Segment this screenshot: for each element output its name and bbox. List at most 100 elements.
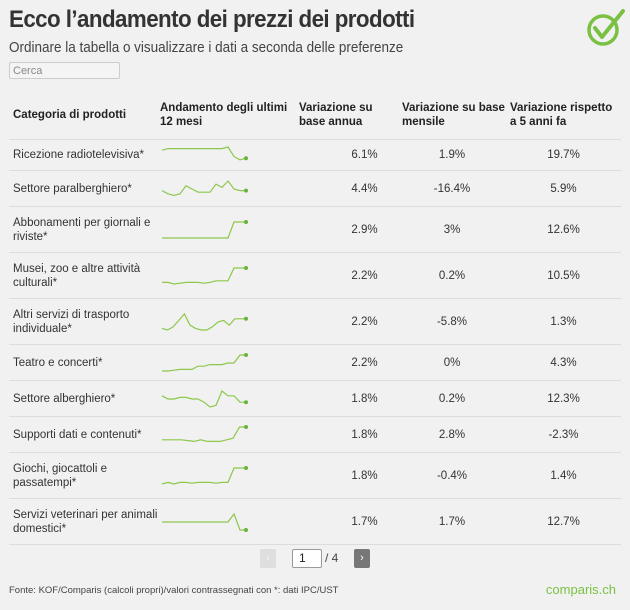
monthly-change: 3% xyxy=(443,223,461,236)
five-year-change: 4.3% xyxy=(550,356,577,369)
category-name: Supporti dati e contenuti* xyxy=(13,428,142,441)
trend-sparkline-cell xyxy=(160,218,295,242)
pagination: ‹ 1 / 4 › xyxy=(0,549,630,569)
category-name: Ricezione radiotelevisiva* xyxy=(13,149,145,161)
page-title: Ecco l’andamento dei prezzi dei prodotti xyxy=(9,6,415,33)
table-row: Servizi veterinari per animali domestici… xyxy=(9,499,621,545)
chevron-right-icon[interactable]: › xyxy=(354,549,370,568)
monthly-change: 2.8% xyxy=(438,428,466,441)
table-header: Categoria di prodotti Andamento degli ul… xyxy=(9,90,621,140)
annual-change: 1.7% xyxy=(351,515,378,528)
monthly-change: 0.2% xyxy=(438,269,466,282)
trend-sparkline-cell xyxy=(160,423,295,447)
column-header-category[interactable]: Categoria di prodotti xyxy=(13,108,127,121)
annual-change: 2.9% xyxy=(351,223,378,236)
monthly-change: 0.2% xyxy=(438,392,466,405)
category-name: Settore alberghiero* xyxy=(13,392,116,405)
sparkline-line xyxy=(162,353,246,372)
annual-change: 1.8% xyxy=(351,469,378,482)
trend-sparkline xyxy=(162,219,248,239)
sparkline-line xyxy=(162,425,246,442)
sparkline-end-point xyxy=(244,527,248,532)
five-year-change: 12.6% xyxy=(547,223,580,236)
trend-sparkline-cell xyxy=(160,264,295,288)
category-name: Altri servizi di trasporto individuale* xyxy=(13,308,130,335)
annual-change: 4.4% xyxy=(351,182,378,195)
trend-sparkline-cell xyxy=(160,464,295,488)
sparkline-line xyxy=(162,512,246,531)
trend-sparkline-cell xyxy=(160,310,295,334)
table-row: Supporti dati e contenuti* 1.8% 2.8% -2.3% xyxy=(9,417,621,453)
category-name: Giochi, giocattoli e passatempi* xyxy=(13,462,107,489)
trend-sparkline xyxy=(162,352,248,372)
trend-sparkline xyxy=(161,179,248,196)
sparkline-end-point xyxy=(244,156,248,161)
monthly-change: -16.4% xyxy=(433,182,471,195)
category-name: Musei, zoo e altre attività culturali* xyxy=(13,262,141,289)
chevron-left-icon[interactable]: ‹ xyxy=(260,549,276,568)
sparkline-line xyxy=(161,389,246,408)
trend-sparkline xyxy=(162,512,248,532)
trend-sparkline-cell xyxy=(160,351,295,375)
five-year-change: 12.7% xyxy=(547,515,580,528)
page-number-input[interactable]: 1 xyxy=(292,549,322,568)
trend-sparkline-cell xyxy=(160,510,295,534)
annual-change: 2.2% xyxy=(351,315,378,328)
trend-sparkline xyxy=(161,389,248,408)
trend-sparkline xyxy=(161,312,248,331)
sparkline-end-point xyxy=(244,316,248,321)
sparkline-line xyxy=(161,312,246,331)
table-row: Ricezione radiotelevisiva* 6.1% 1.9% 19.7% xyxy=(9,140,621,171)
monthly-change: -0.4% xyxy=(436,469,468,482)
five-year-change: -2.3% xyxy=(548,428,579,441)
sparkline-end-point xyxy=(244,352,248,357)
sparkline-end-point xyxy=(244,219,248,224)
monthly-change: 1.7% xyxy=(438,515,466,528)
annual-change: 1.8% xyxy=(351,428,378,441)
category-name: Abbonamenti per giornali e riviste* xyxy=(13,216,151,243)
trend-sparkline xyxy=(161,465,248,485)
table-row: Settore paralberghiero* 4.4% -16.4% 5.9% xyxy=(9,171,621,207)
sparkline-end-point xyxy=(244,424,248,429)
monthly-change: 1.9% xyxy=(438,149,466,161)
annual-change: 2.2% xyxy=(351,269,378,282)
trend-sparkline xyxy=(162,424,248,442)
trend-sparkline-cell xyxy=(160,177,295,201)
category-name: Servizi veterinari per animali domestici… xyxy=(13,508,158,535)
annual-change: 1.8% xyxy=(351,392,378,405)
column-header-monthly[interactable]: Variazione su base mensile xyxy=(402,101,505,128)
column-header-trend[interactable]: Andamento degli ultimi 12 mesi xyxy=(160,101,288,128)
sparkline-line xyxy=(161,179,246,196)
search-input[interactable] xyxy=(9,62,120,79)
sparkline-end-point xyxy=(244,188,248,193)
annual-change: 2.2% xyxy=(351,356,378,369)
sparkline-end-point xyxy=(244,465,248,470)
sparkline-end-point xyxy=(244,265,248,270)
source-note: Fonte: KOF/Comparis (calcoli propri)/val… xyxy=(9,585,339,596)
five-year-change: 1.4% xyxy=(550,469,577,482)
table-row: Settore alberghiero* 1.8% 0.2% 12.3% xyxy=(9,381,621,417)
five-year-change: 19.7% xyxy=(547,149,580,161)
sparkline-line xyxy=(161,466,246,485)
price-table: Categoria di prodotti Andamento degli ul… xyxy=(9,90,621,545)
trend-sparkline-cell xyxy=(160,143,295,167)
table-row: Giochi, giocattoli e passatempi* 1.8% -0.4… xyxy=(9,453,621,499)
table-row: Teatro e concerti* 2.2% 0% 4.3% xyxy=(9,345,621,381)
sparkline-line xyxy=(162,220,246,239)
page-subtitle: Ordinare la tabella o visualizzare i dat… xyxy=(9,40,404,56)
monthly-change: 0% xyxy=(443,356,461,369)
column-header-annual[interactable]: Variazione su base annua xyxy=(299,101,373,128)
trend-sparkline xyxy=(161,146,248,161)
sparkline-line xyxy=(162,266,246,285)
five-year-change: 1.3% xyxy=(550,315,577,328)
brand-logo: comparis.ch xyxy=(545,582,616,597)
five-year-change: 10.5% xyxy=(547,269,580,282)
table-row: Musei, zoo e altre attività culturali* 2.… xyxy=(9,253,621,299)
trend-sparkline xyxy=(162,265,248,285)
page-total: / 4 xyxy=(325,551,339,565)
five-year-change: 12.3% xyxy=(547,392,580,405)
monthly-change: -5.8% xyxy=(436,315,468,328)
column-header-five-year[interactable]: Variazione rispetto a 5 anni fa xyxy=(510,101,613,128)
category-name: Teatro e concerti* xyxy=(13,356,103,369)
table-row: Altri servizi di trasporto individuale* 2… xyxy=(9,299,621,345)
